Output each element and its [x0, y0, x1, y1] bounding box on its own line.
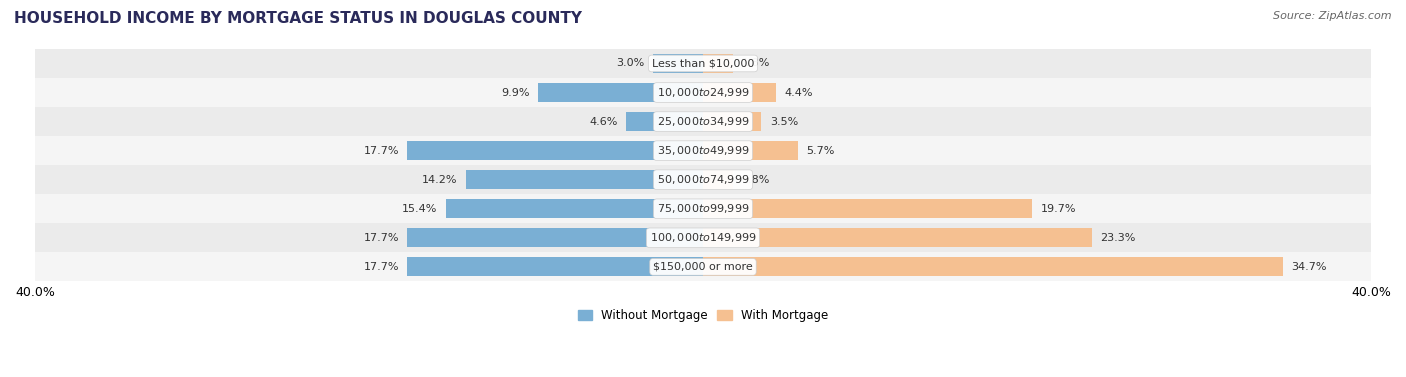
- Text: 34.7%: 34.7%: [1291, 262, 1326, 272]
- Bar: [35, 49, 1371, 78]
- Bar: [703, 54, 733, 73]
- Bar: [35, 136, 1371, 165]
- Text: $10,000 to $24,999: $10,000 to $24,999: [657, 86, 749, 99]
- Text: 19.7%: 19.7%: [1040, 204, 1076, 214]
- Text: 14.2%: 14.2%: [422, 175, 457, 185]
- Bar: [35, 78, 1371, 107]
- Bar: [35, 165, 1371, 194]
- Text: Less than $10,000: Less than $10,000: [652, 58, 754, 69]
- Bar: [408, 141, 703, 160]
- Text: 15.4%: 15.4%: [402, 204, 437, 214]
- Text: 4.6%: 4.6%: [589, 116, 617, 127]
- Text: 3.5%: 3.5%: [770, 116, 799, 127]
- Bar: [703, 170, 733, 189]
- Bar: [703, 257, 1282, 276]
- Text: $150,000 or more: $150,000 or more: [654, 262, 752, 272]
- Text: $50,000 to $74,999: $50,000 to $74,999: [657, 173, 749, 186]
- Bar: [35, 107, 1371, 136]
- Bar: [703, 141, 799, 160]
- Legend: Without Mortgage, With Mortgage: Without Mortgage, With Mortgage: [574, 304, 832, 326]
- Bar: [703, 83, 776, 102]
- Text: 1.8%: 1.8%: [741, 175, 770, 185]
- Text: Source: ZipAtlas.com: Source: ZipAtlas.com: [1274, 11, 1392, 21]
- Bar: [465, 170, 703, 189]
- Text: $100,000 to $149,999: $100,000 to $149,999: [650, 231, 756, 244]
- Bar: [408, 228, 703, 247]
- Text: $35,000 to $49,999: $35,000 to $49,999: [657, 144, 749, 157]
- Text: $25,000 to $34,999: $25,000 to $34,999: [657, 115, 749, 128]
- Bar: [35, 194, 1371, 223]
- Bar: [703, 112, 762, 131]
- Text: 23.3%: 23.3%: [1101, 233, 1136, 243]
- Bar: [408, 257, 703, 276]
- Text: 17.7%: 17.7%: [364, 233, 399, 243]
- Bar: [626, 112, 703, 131]
- Text: 9.9%: 9.9%: [501, 87, 529, 98]
- Text: 17.7%: 17.7%: [364, 262, 399, 272]
- Text: 3.0%: 3.0%: [616, 58, 644, 69]
- Text: 5.7%: 5.7%: [807, 146, 835, 156]
- Text: 1.8%: 1.8%: [741, 58, 770, 69]
- Bar: [537, 83, 703, 102]
- Bar: [35, 252, 1371, 281]
- Text: $75,000 to $99,999: $75,000 to $99,999: [657, 202, 749, 215]
- Text: HOUSEHOLD INCOME BY MORTGAGE STATUS IN DOUGLAS COUNTY: HOUSEHOLD INCOME BY MORTGAGE STATUS IN D…: [14, 11, 582, 26]
- Bar: [446, 199, 703, 218]
- Text: 17.7%: 17.7%: [364, 146, 399, 156]
- Text: 4.4%: 4.4%: [785, 87, 813, 98]
- Bar: [703, 199, 1032, 218]
- Bar: [652, 54, 703, 73]
- Bar: [703, 228, 1092, 247]
- Bar: [35, 223, 1371, 252]
